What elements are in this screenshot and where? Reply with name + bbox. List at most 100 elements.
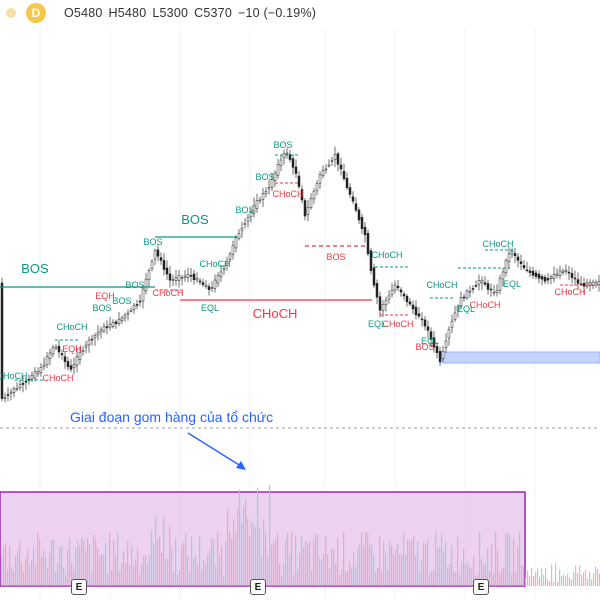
volume-bar — [125, 563, 127, 586]
volume-bar — [549, 581, 551, 586]
volume-bar — [547, 579, 549, 586]
candle-body — [315, 183, 319, 191]
low-value: L5300 — [152, 6, 189, 20]
candle-body — [285, 152, 289, 155]
candle-body — [240, 227, 244, 232]
volume-bar — [147, 563, 149, 586]
volume-bar — [89, 544, 91, 586]
volume-bar — [485, 562, 487, 586]
candle-body — [498, 278, 502, 291]
structure-label-choch: CHoCH — [469, 300, 500, 310]
earnings-marker-3[interactable]: E — [473, 579, 489, 595]
candle-body — [450, 320, 454, 328]
volume-bar — [553, 581, 555, 586]
volume-bar — [455, 573, 457, 586]
candle-body — [108, 324, 112, 328]
volume-bar — [299, 552, 301, 586]
volume-bar — [211, 537, 213, 586]
candle-body — [234, 237, 238, 249]
volume-bar — [365, 531, 367, 586]
candle-body — [486, 283, 490, 290]
volume-bar — [377, 567, 379, 586]
candle-body — [423, 319, 427, 327]
candle-body — [237, 233, 241, 239]
candle-body — [384, 299, 388, 306]
volume-bar — [381, 571, 383, 586]
candle-body — [510, 251, 514, 255]
volume-bar — [123, 551, 125, 586]
structure-label-choch: CHoCH — [371, 250, 402, 260]
volume-bar — [327, 554, 329, 586]
volume-bar — [423, 542, 425, 586]
candle-body — [591, 281, 595, 286]
volume-bar — [173, 571, 175, 586]
candle-body — [204, 284, 208, 287]
candle-body — [468, 290, 472, 293]
volume-bar — [483, 564, 485, 586]
candle-body — [105, 326, 109, 329]
volume-bar — [195, 555, 197, 586]
structure-label-choch: CHoCH — [482, 239, 513, 249]
structure-label-choch: CHoCH — [42, 373, 73, 383]
earnings-marker-2[interactable]: E — [250, 579, 266, 595]
candle-body — [12, 388, 16, 393]
volume-bar — [165, 558, 167, 586]
structure-label-choch: CHoCH — [152, 288, 183, 298]
volume-bar — [505, 533, 507, 586]
volume-bar — [103, 554, 105, 586]
candle-body — [45, 356, 49, 366]
structure-label-choch: CHoCH — [426, 280, 457, 290]
volume-bar — [319, 557, 321, 586]
volume-bar — [537, 568, 539, 586]
interval-badge[interactable]: D — [26, 3, 46, 23]
candle-body — [15, 388, 19, 390]
candle-body — [183, 275, 187, 278]
candle-body — [513, 253, 517, 257]
volume-bar — [375, 572, 377, 586]
volume-bar — [509, 534, 511, 586]
volume-bar — [511, 574, 513, 586]
candle-body — [438, 351, 442, 362]
volume-bar — [343, 532, 345, 586]
volume-bar — [453, 571, 455, 586]
volume-bar — [495, 532, 497, 586]
volume-bar — [585, 569, 587, 586]
volume-bar — [219, 555, 221, 586]
volume-bar — [347, 570, 349, 586]
candle-body — [552, 273, 556, 279]
volume-bar — [351, 567, 353, 586]
volume-bar — [93, 534, 95, 586]
candle-body — [39, 366, 43, 373]
volume-bar — [391, 546, 393, 586]
volume-bar — [403, 532, 405, 586]
volume-accumulation-box — [0, 491, 526, 587]
volume-bar — [61, 545, 63, 586]
structure-label-bos: BOS — [181, 212, 209, 227]
volume-bar — [317, 533, 319, 586]
candle-body — [555, 273, 559, 276]
candle-body — [399, 289, 403, 293]
earnings-marker-1[interactable]: E — [71, 579, 87, 595]
volume-bar — [363, 546, 365, 586]
volume-bar — [71, 562, 73, 586]
volume-bar — [533, 575, 535, 586]
volume-bar — [535, 572, 537, 586]
volume-bar — [257, 487, 259, 586]
volume-bar — [21, 562, 23, 586]
volume-bar — [545, 568, 547, 586]
candle-body — [411, 304, 415, 310]
volume-bar — [167, 558, 169, 586]
candle-body — [78, 352, 82, 360]
volume-bar — [379, 536, 381, 586]
volume-bar — [47, 568, 49, 586]
candle-body — [426, 326, 430, 331]
candle-body — [93, 334, 97, 339]
candle-body — [273, 172, 277, 181]
volume-bar — [153, 543, 155, 586]
volume-bar — [575, 565, 577, 586]
volume-bar — [175, 538, 177, 586]
candle-body — [327, 164, 331, 167]
volume-bar — [121, 562, 123, 586]
